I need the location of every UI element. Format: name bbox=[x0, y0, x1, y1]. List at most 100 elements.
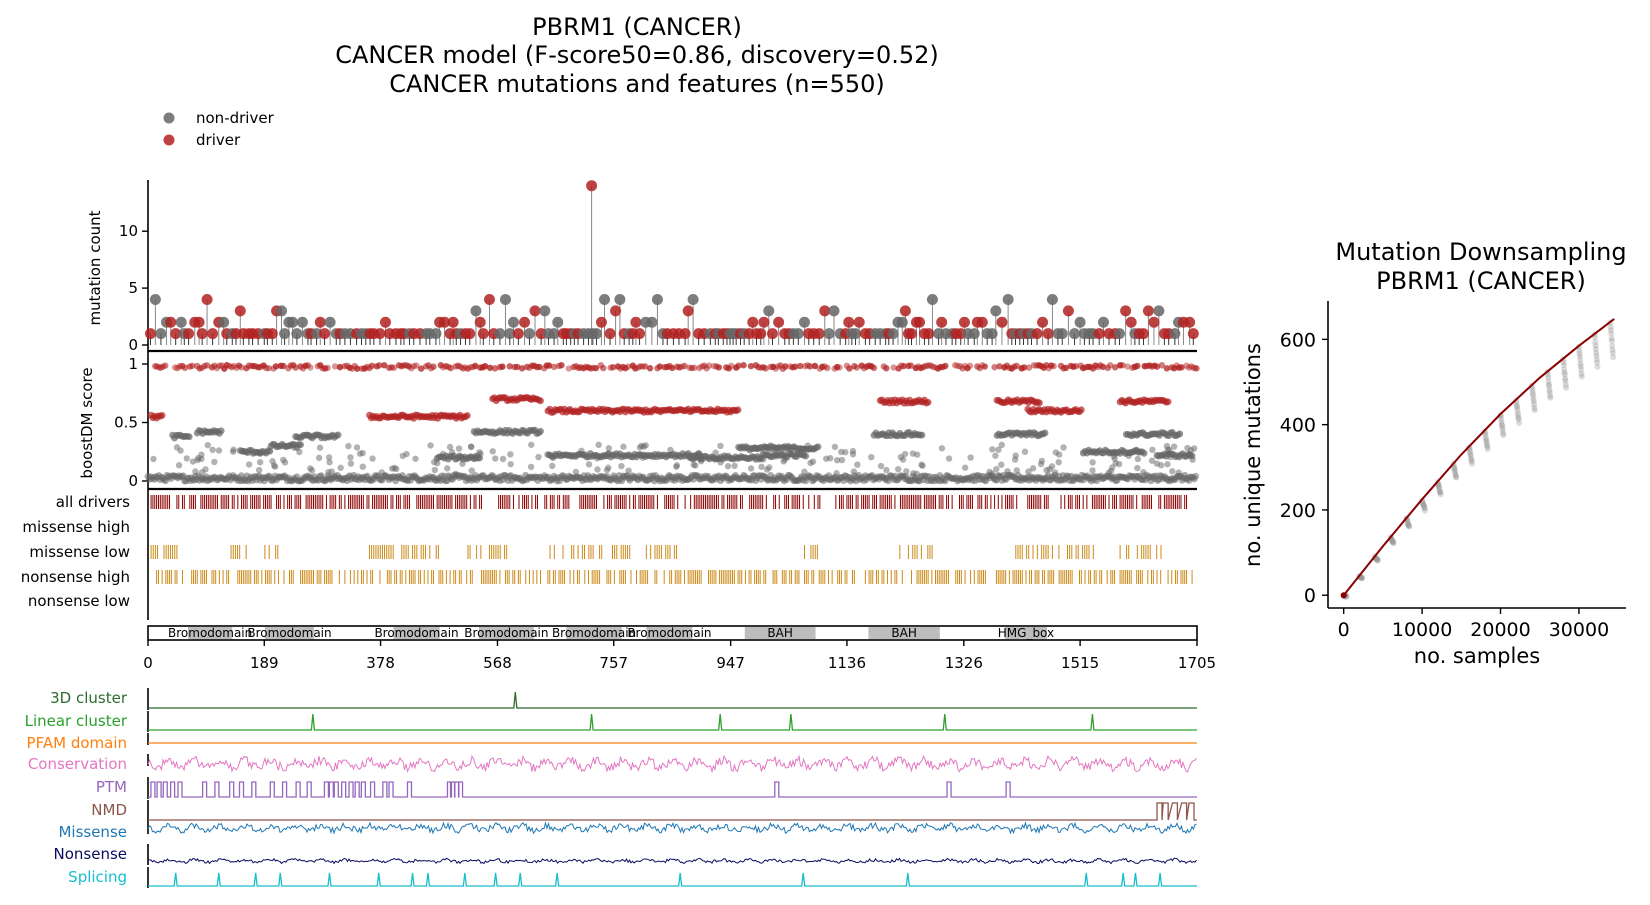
score-point bbox=[998, 461, 1005, 468]
score-point bbox=[605, 444, 613, 452]
score-point bbox=[594, 466, 601, 473]
score-point bbox=[877, 462, 885, 470]
score-point bbox=[632, 365, 639, 372]
score-point bbox=[868, 453, 875, 461]
score-point bbox=[995, 446, 1002, 453]
domain-box bbox=[646, 627, 693, 639]
nondriver-mutation-point bbox=[311, 328, 323, 340]
score-point bbox=[697, 458, 705, 465]
nondriver-mutation-point bbox=[430, 328, 442, 340]
position-xtick-label: 1515 bbox=[1061, 654, 1099, 672]
score-point bbox=[353, 444, 361, 451]
domain-label: Bromodomain bbox=[168, 626, 252, 640]
downsampling-sample-point bbox=[1515, 416, 1522, 423]
driver-mutation-point bbox=[170, 328, 182, 340]
score-point bbox=[468, 467, 475, 474]
driver-mutation-point bbox=[266, 328, 278, 340]
score-point bbox=[565, 365, 573, 372]
downsampling-sample-point bbox=[1374, 557, 1381, 564]
driver-mutation-point bbox=[193, 316, 205, 328]
score-point bbox=[609, 364, 617, 371]
nondriver-mutation-point bbox=[470, 305, 482, 317]
score-ylabel: boostDM score bbox=[78, 367, 96, 478]
domain-label: Bromodomain bbox=[247, 626, 331, 640]
nonsense-line bbox=[147, 857, 1197, 865]
score-point bbox=[173, 444, 181, 451]
score-point bbox=[907, 362, 915, 369]
score-point bbox=[326, 459, 333, 466]
score-point bbox=[1124, 363, 1131, 370]
driver-mutation-point bbox=[314, 316, 326, 328]
score-point bbox=[1134, 464, 1141, 472]
score-point bbox=[966, 362, 974, 369]
score-point bbox=[1119, 362, 1126, 369]
downsampling-sample-point bbox=[1467, 451, 1474, 458]
driver-mutation-point bbox=[1187, 328, 1199, 340]
score-point bbox=[256, 459, 264, 466]
driver-mutation-point bbox=[914, 316, 926, 328]
nondriver-mutation-point bbox=[155, 328, 167, 340]
score-point bbox=[1112, 460, 1119, 467]
score-point bbox=[545, 362, 553, 369]
nondriver-mutation-point bbox=[968, 328, 980, 340]
driver-mutation-point bbox=[474, 316, 486, 328]
score-point bbox=[728, 362, 735, 369]
downsampling-sample-point bbox=[1468, 457, 1475, 464]
downsampling-sample-point bbox=[1484, 442, 1491, 449]
score-point bbox=[1193, 365, 1200, 372]
downsampling-sample-point bbox=[1516, 420, 1523, 427]
score-point bbox=[486, 364, 494, 371]
score-point bbox=[369, 455, 376, 462]
score-point bbox=[833, 363, 841, 371]
score-point bbox=[854, 461, 861, 468]
downsampling-sample-point bbox=[1545, 381, 1552, 388]
score-point bbox=[459, 365, 467, 372]
score-point bbox=[802, 452, 810, 460]
feature-label: NMD bbox=[91, 801, 127, 819]
score-point bbox=[618, 462, 625, 470]
nondriver-mutation-point bbox=[296, 316, 308, 328]
score-point bbox=[272, 363, 280, 370]
score-point bbox=[162, 362, 169, 369]
downsampling-sample-point bbox=[1609, 349, 1616, 356]
downsampling-title-line1: Mutation Downsampling bbox=[1335, 238, 1626, 266]
score-point bbox=[755, 363, 762, 371]
score-point bbox=[681, 362, 688, 370]
nondriver-mutation-point bbox=[1097, 316, 1109, 328]
score-point bbox=[710, 455, 718, 462]
score-point bbox=[513, 363, 521, 371]
score-point bbox=[796, 362, 804, 370]
downsampling-sample-point bbox=[1547, 394, 1554, 401]
score-point bbox=[1167, 453, 1174, 461]
score-point bbox=[924, 398, 932, 406]
driver-mutation-point bbox=[1148, 316, 1160, 328]
downsampling-sample-point bbox=[1482, 434, 1489, 441]
downsampling-sample-point bbox=[1515, 412, 1522, 419]
downsampling-sample-point bbox=[1593, 352, 1600, 359]
legend: non-driver driver bbox=[163, 109, 275, 149]
driver-mutation-point bbox=[936, 316, 948, 328]
score-point bbox=[290, 444, 298, 451]
downsampling-sample-point bbox=[1498, 421, 1505, 428]
driver-mutation-point bbox=[958, 316, 970, 328]
driver-mutation-point bbox=[1125, 316, 1137, 328]
downsampling-sample-point bbox=[1500, 431, 1507, 438]
score-point bbox=[1107, 362, 1114, 369]
nondriver-mutation-point bbox=[1069, 328, 1081, 340]
score-point bbox=[528, 441, 535, 448]
nondriver-mutation-point bbox=[823, 328, 835, 340]
title-line1: PBRM1 (CANCER) bbox=[532, 13, 742, 41]
score-point bbox=[347, 460, 355, 467]
downsampling-sample-point bbox=[1592, 346, 1599, 353]
score-point bbox=[696, 364, 703, 372]
feature-label: 3D cluster bbox=[50, 689, 128, 707]
score-point bbox=[356, 450, 364, 457]
score-point bbox=[676, 364, 683, 371]
score-point bbox=[600, 364, 607, 372]
score-point bbox=[334, 431, 342, 439]
downsampling-sample-point bbox=[1577, 361, 1584, 368]
downsampling-sample-point bbox=[1374, 556, 1381, 563]
score-point bbox=[1187, 447, 1195, 454]
downsampling-sample-point bbox=[1358, 575, 1365, 582]
downsampling-sample-point bbox=[1406, 523, 1413, 530]
